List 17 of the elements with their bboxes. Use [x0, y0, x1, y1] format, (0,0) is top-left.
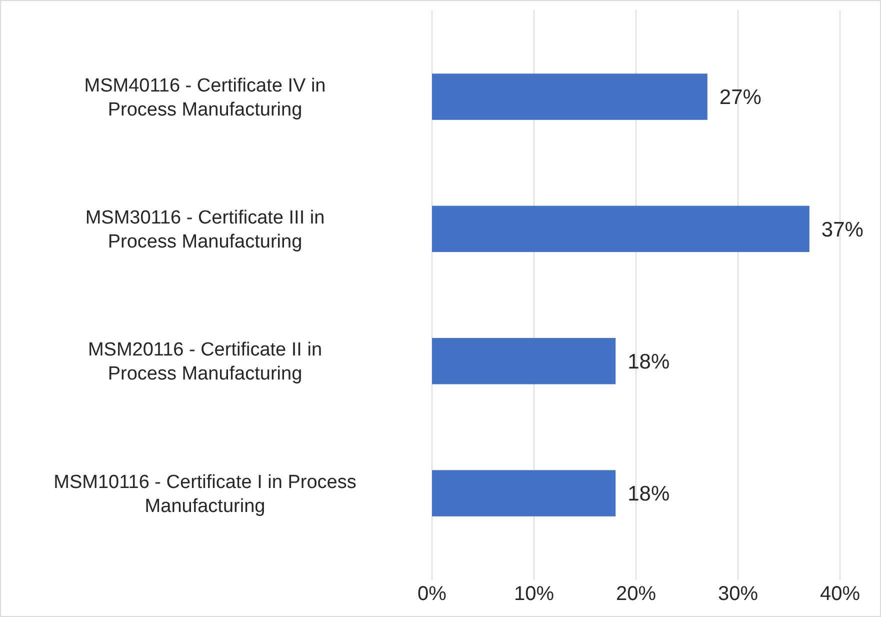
data-label: 18%: [628, 482, 670, 506]
y-tick-label: MSM20116 - Certificate II in Process Manufacturing: [88, 340, 322, 385]
data-label: 18%: [628, 350, 670, 374]
y-tick-label: MSM10116 - Certificate I in Process Manufacturing: [54, 472, 356, 517]
bar: [432, 470, 616, 516]
bar: [432, 206, 810, 252]
x-tick-label: 40%: [820, 583, 860, 605]
x-tick-label: 0%: [418, 583, 447, 605]
x-tick-label: 10%: [514, 583, 554, 605]
y-tick-label: MSM30116 - Certificate III in Process Manufacturing: [85, 208, 325, 253]
data-label: 37%: [821, 218, 864, 242]
y-tick-label: MSM40116 - Certificate IV in Process Manufacturing: [84, 75, 326, 120]
x-tick-label: 20%: [616, 583, 656, 605]
x-tick-label: 30%: [718, 583, 758, 605]
bar: [432, 338, 616, 384]
data-label: 27%: [719, 86, 762, 110]
bar: [432, 74, 708, 120]
